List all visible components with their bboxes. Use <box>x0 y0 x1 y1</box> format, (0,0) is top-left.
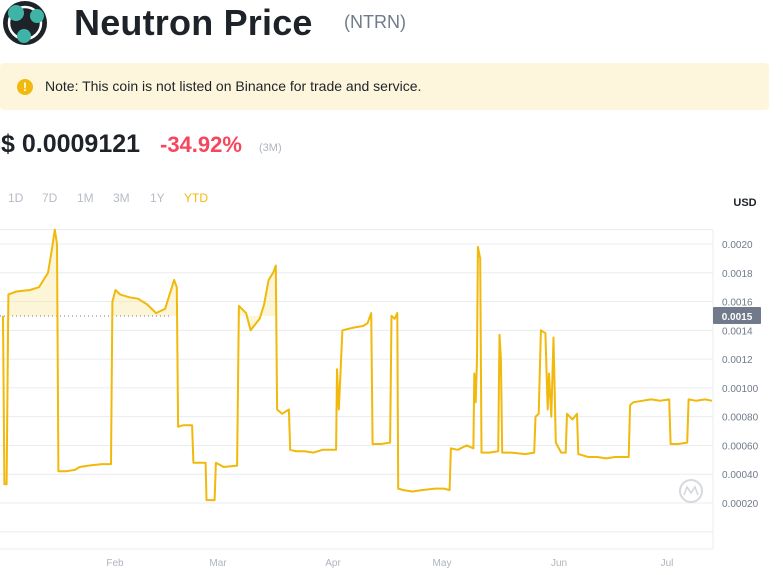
range-tab-3m[interactable]: 3M <box>113 191 130 205</box>
x-tick-label: Jul <box>661 558 674 569</box>
x-tick-label: Apr <box>325 558 341 569</box>
range-tab-1m[interactable]: 1M <box>77 191 94 205</box>
x-tick-label: Feb <box>106 558 124 569</box>
y-tick-label: 0.0012 <box>722 355 753 366</box>
area-fill <box>112 280 177 316</box>
y-tick-label: 0.00100 <box>722 384 759 395</box>
change-period: (3M) <box>259 142 282 154</box>
price-change: -34.92% <box>160 132 242 157</box>
range-tab-7d[interactable]: 7D <box>42 191 58 205</box>
x-tick-label: Jun <box>551 558 567 569</box>
neutron-logo-icon <box>3 1 47 45</box>
price-chart[interactable]: USD 0.0020 0.0018 0.0016 0.0014 0.0012 0.00100… <box>0 190 783 575</box>
page-header: Neutron Price (NTRN) <box>0 0 783 52</box>
page-title: Neutron Price <box>74 2 313 43</box>
range-tab-ytd[interactable]: YTD <box>184 191 208 205</box>
range-tab-1y[interactable]: 1Y <box>150 191 165 205</box>
price-line[interactable] <box>2 228 713 502</box>
coinmarketcap-watermark-glyph <box>683 485 699 496</box>
note-text: Note: This coin is not listed on Binance… <box>45 78 422 94</box>
y-tick-label: 0.00020 <box>722 499 759 510</box>
y-tick-label: 0.00080 <box>722 413 759 424</box>
x-tick-label: Mar <box>209 558 227 569</box>
range-tab-1d[interactable]: 1D <box>8 191 24 205</box>
coin-ticker: (NTRN) <box>344 12 406 32</box>
y-tick-label: 0.0018 <box>722 269 753 280</box>
current-price-marker <box>713 306 761 324</box>
not-listed-note: ! Note: This coin is not listed on Binan… <box>0 63 769 110</box>
currency-label: USD <box>733 197 756 209</box>
coinmarketcap-watermark-icon <box>679 479 703 503</box>
y-tick-label: 0.00040 <box>722 470 759 481</box>
x-tick-label: May <box>433 558 452 569</box>
y-tick-label: 0.00060 <box>722 441 759 452</box>
y-tick-label: 0.0016 <box>722 298 753 309</box>
current-price-marker-label: 0.0015 <box>722 312 753 323</box>
y-tick-label: 0.0014 <box>722 326 753 337</box>
area-fill <box>238 265 276 331</box>
y-tick-label: 0.0020 <box>722 240 753 251</box>
area-fill <box>6 229 58 485</box>
warning-circle-icon: ! <box>17 79 33 95</box>
current-price: $ 0.0009121 <box>1 130 141 158</box>
